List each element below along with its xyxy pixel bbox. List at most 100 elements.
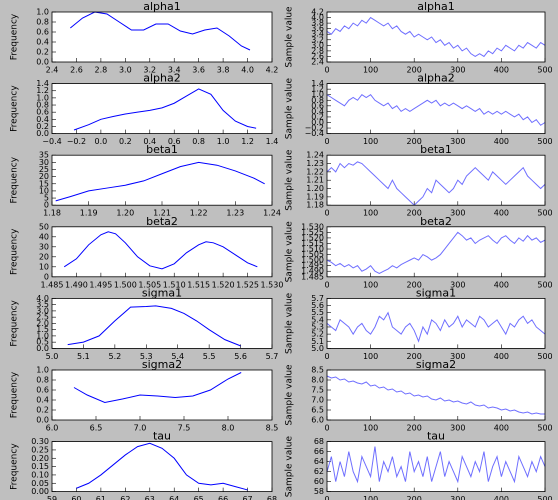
x-tick-label: 200: [407, 209, 422, 218]
y-tick-label: 7.0: [311, 396, 324, 405]
y-tick-label: 0.0: [36, 58, 49, 67]
y-tick-label: 1.2: [311, 85, 324, 94]
x-tick-label: 1.530: [261, 280, 284, 289]
y-axis-label: Sample value: [285, 78, 295, 140]
y-tick-label: 0.8: [36, 101, 49, 110]
x-tick-label: 5.4: [171, 352, 184, 361]
y-tick-label: 0.15: [31, 462, 49, 471]
x-tick-label: 1.21: [153, 209, 171, 218]
subplot-title: tau: [153, 430, 171, 443]
y-tick-label: 1.500: [301, 256, 324, 265]
x-tick-label: 61: [96, 495, 106, 500]
y-tick-label: 40: [39, 232, 49, 241]
x-tick-label: 65: [194, 495, 204, 500]
axes-frame: [51, 226, 273, 278]
x-tick-label: 500: [537, 280, 552, 289]
x-tick-label: 64: [169, 495, 179, 500]
y-tick-label: 68: [314, 437, 324, 446]
axes-frame: [51, 297, 273, 349]
y-tick-label: 64: [314, 457, 324, 466]
x-tick-label: 1.500: [114, 280, 137, 289]
y-tick-label: 0.6: [36, 386, 49, 395]
axes-frame: [51, 369, 273, 421]
subplot-title: tau: [427, 430, 445, 443]
y-tick-label: 0.4: [36, 115, 49, 124]
y-tick-label: 1.505: [301, 250, 324, 259]
x-tick-label: 100: [363, 137, 378, 146]
y-tick-label: 0.2: [311, 112, 324, 121]
subplot-title: beta1: [146, 143, 178, 156]
x-tick-label: 5.1: [77, 352, 90, 361]
x-tick-label: 1.24: [263, 209, 281, 218]
y-tick-label: 1.4: [36, 79, 49, 88]
x-tick-label: 8.5: [266, 424, 279, 433]
y-tick-label: 0.20: [31, 454, 49, 463]
y-tick-label: 0.4: [311, 107, 324, 116]
y-tick-label: 0.6: [36, 108, 49, 117]
y-tick-label: 60: [314, 477, 324, 486]
x-tick-label: 3.0: [119, 66, 132, 75]
y-tick-label: 2.0: [36, 319, 49, 328]
data-line: [73, 372, 242, 404]
y-tick-label: 1.4: [311, 79, 324, 88]
x-tick-label: 0: [324, 66, 329, 75]
y-tick-label: 0.5: [36, 338, 49, 347]
x-tick-label: 3.4: [168, 66, 181, 75]
y-tick-label: 1.0: [36, 93, 49, 102]
x-tick-label: 66: [218, 495, 228, 500]
y-tick-label: 1.22: [306, 167, 324, 176]
x-tick-label: 0: [324, 424, 329, 433]
x-tick-label: 0: [324, 280, 329, 289]
x-tick-label: 0.2: [119, 137, 132, 146]
y-tick-label: 20: [39, 172, 49, 181]
x-tick-label: 100: [363, 352, 378, 361]
x-tick-label: 1.4: [266, 137, 279, 146]
x-tick-label: 7.5: [178, 424, 191, 433]
data-line: [326, 375, 545, 415]
y-tick-label: 0.6: [311, 101, 324, 110]
x-tick-label: 100: [363, 495, 378, 500]
axes-frame: [326, 11, 546, 63]
x-tick-label: 7.0: [134, 424, 147, 433]
data-line: [326, 446, 546, 484]
y-tick-label: 5.5: [311, 308, 324, 317]
x-tick-label: 300: [450, 424, 465, 433]
x-tick-label: 1.490: [65, 280, 88, 289]
subplot-title: alpha1: [417, 0, 455, 13]
y-tick-label: 3.8: [311, 19, 324, 28]
y-tick-label: 5.6: [311, 301, 324, 310]
y-axis-label: Sample value: [285, 6, 295, 68]
x-tick-label: 400: [494, 424, 509, 433]
y-tick-label: 5.4: [311, 315, 324, 324]
y-axis-label: Sample value: [285, 221, 295, 283]
x-tick-label: −0.2: [67, 137, 86, 146]
y-tick-label: 1.495: [301, 261, 324, 270]
y-tick-label: 62: [314, 467, 324, 476]
y-tick-label: 58: [314, 487, 324, 496]
y-axis-label: Frequency: [10, 299, 20, 346]
y-tick-label: 4.2: [311, 8, 324, 17]
y-tick-label: 8.0: [311, 376, 324, 385]
data-line: [63, 231, 258, 270]
x-tick-label: 5.6: [234, 352, 247, 361]
y-tick-label: 3.2: [311, 35, 324, 44]
x-tick-label: 1.515: [187, 280, 210, 289]
y-tick-label: 5.7: [311, 294, 324, 303]
data-line: [326, 16, 546, 58]
x-tick-label: 1.505: [138, 280, 161, 289]
y-axis-label: Frequency: [10, 228, 20, 275]
axes-background: [327, 12, 545, 62]
x-tick-label: 200: [407, 352, 422, 361]
x-tick-label: 6.0: [46, 424, 59, 433]
x-tick-label: 5.5: [203, 352, 216, 361]
x-tick-label: 1.525: [236, 280, 259, 289]
x-tick-label: 400: [494, 495, 509, 500]
y-tick-label: 5.3: [311, 322, 324, 331]
axes-frame: [326, 297, 546, 349]
axes-frame: [51, 154, 273, 206]
y-tick-label: 3.0: [311, 41, 324, 50]
x-tick-label: 0.6: [168, 137, 181, 146]
axes-background: [52, 298, 272, 349]
y-tick-label: 0.00: [31, 487, 49, 496]
y-tick-label: 4.0: [311, 13, 324, 22]
